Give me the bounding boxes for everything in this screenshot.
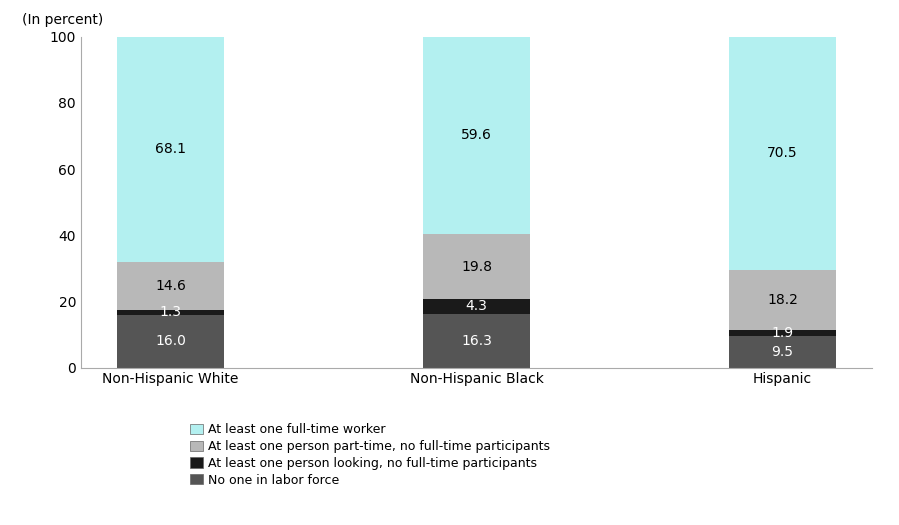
Text: 19.8: 19.8 <box>461 260 492 274</box>
Bar <box>117 37 224 262</box>
Bar <box>729 330 836 336</box>
Bar <box>423 313 530 368</box>
Bar <box>729 36 836 270</box>
Bar <box>423 37 530 234</box>
Text: (In percent): (In percent) <box>22 13 102 27</box>
Bar <box>423 299 530 313</box>
Text: 70.5: 70.5 <box>767 146 797 160</box>
Bar <box>117 310 224 314</box>
Text: 1.9: 1.9 <box>771 326 794 340</box>
Legend: At least one full-time worker, At least one person part-time, no full-time parti: At least one full-time worker, At least … <box>190 423 549 487</box>
Text: 14.6: 14.6 <box>155 279 186 293</box>
Text: 18.2: 18.2 <box>767 293 798 307</box>
Text: 16.0: 16.0 <box>155 334 186 348</box>
Bar <box>423 234 530 299</box>
Bar <box>117 314 224 367</box>
Text: 9.5: 9.5 <box>771 345 794 359</box>
Bar <box>117 262 224 310</box>
Text: 1.3: 1.3 <box>159 306 182 319</box>
Text: 4.3: 4.3 <box>466 299 487 313</box>
Bar <box>729 270 836 330</box>
Bar <box>729 336 836 367</box>
Text: 59.6: 59.6 <box>461 128 492 142</box>
Text: 16.3: 16.3 <box>461 333 492 348</box>
Text: 68.1: 68.1 <box>155 142 186 156</box>
